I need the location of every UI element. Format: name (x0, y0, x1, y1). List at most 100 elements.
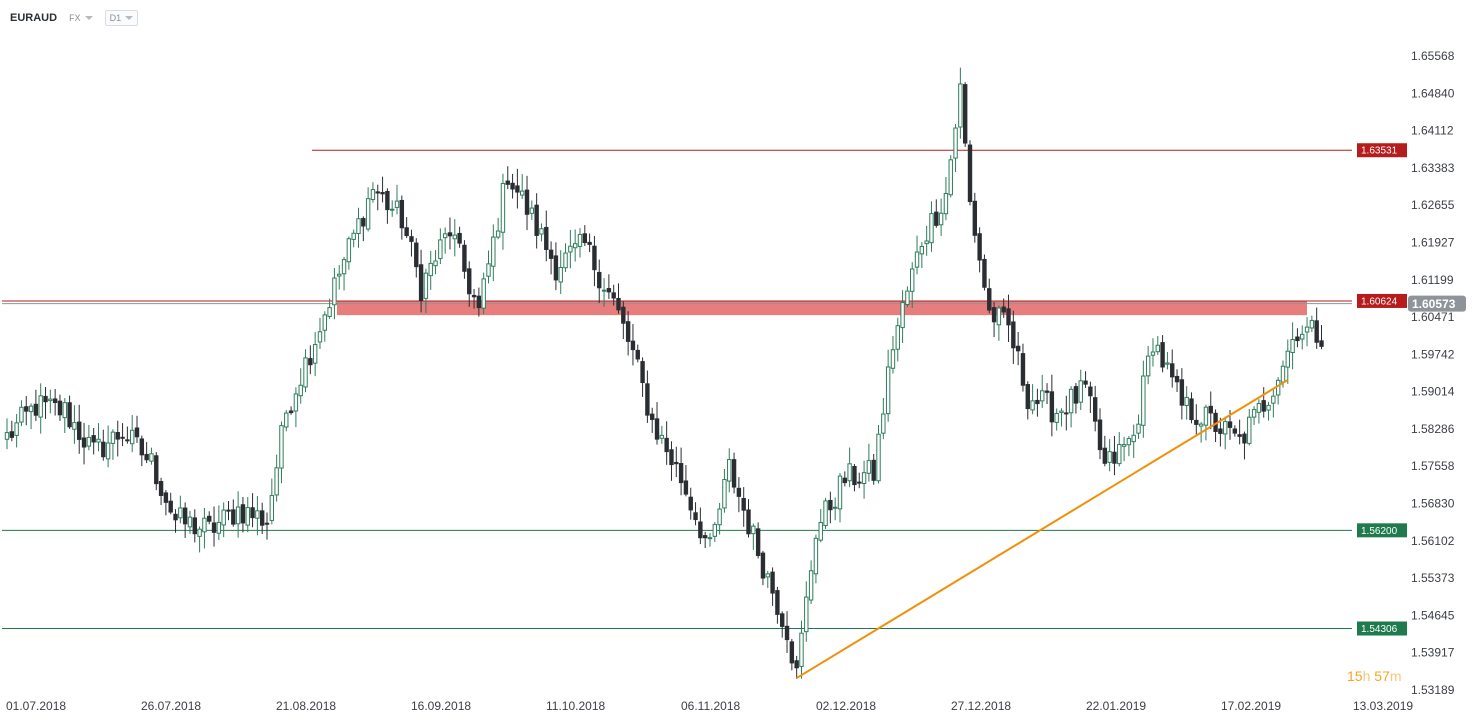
candle (1011, 310, 1016, 364)
candle (433, 250, 438, 275)
candle (375, 184, 380, 211)
candle (852, 464, 857, 492)
candle (977, 227, 982, 273)
level-price-tag: 1.56200 (1357, 523, 1407, 538)
candle (1222, 416, 1228, 450)
time-tick-label: 11.10.2018 (546, 699, 605, 713)
candle (837, 472, 843, 523)
candle (1015, 332, 1021, 366)
price-tick-label: 1.65568 (1411, 49, 1455, 63)
candle (558, 250, 563, 294)
level-price-tag-text: 1.56200 (1361, 526, 1398, 537)
candle (38, 383, 43, 434)
candle (789, 639, 795, 671)
price-tick-label: 1.55373 (1411, 571, 1455, 585)
candle (861, 460, 867, 499)
timeframe-dropdown[interactable]: D1 (104, 10, 139, 26)
candle (1054, 408, 1059, 431)
candle (48, 389, 53, 414)
candle (780, 611, 785, 638)
candle (308, 345, 313, 375)
candle (895, 317, 900, 362)
candle (1266, 402, 1271, 421)
candle (28, 403, 34, 430)
candle (755, 522, 761, 559)
current-price-tag-text: 1.60573 (1412, 297, 1456, 311)
candle (462, 240, 467, 279)
candle (418, 249, 424, 313)
candle (86, 424, 92, 451)
candle (264, 512, 270, 540)
candle (226, 501, 231, 521)
candle (741, 487, 746, 527)
candle (616, 283, 621, 314)
candle (693, 502, 698, 526)
candle (1184, 386, 1189, 420)
candle (101, 429, 106, 461)
candle (77, 404, 82, 454)
price-tick-label: 1.59014 (1411, 385, 1455, 399)
candle (568, 229, 573, 269)
price-tick-label: 1.58286 (1411, 422, 1455, 436)
price-tick-label: 1.53917 (1411, 646, 1455, 660)
candle (1179, 368, 1185, 420)
candle (4, 418, 10, 450)
candle (804, 581, 809, 642)
candle (702, 531, 708, 548)
candle (500, 173, 506, 250)
symbol-label: EURAUD (10, 12, 58, 24)
countdown-minutes: 57 (1374, 668, 1390, 684)
candle (982, 254, 987, 291)
candle (678, 447, 684, 496)
candle (645, 370, 650, 423)
price-tick-label: 1.62655 (1411, 198, 1455, 212)
candle (293, 387, 299, 428)
market-dropdown[interactable]: FX (65, 11, 97, 25)
time-tick-label: 21.08.2018 (276, 699, 336, 713)
candle (471, 289, 477, 309)
price-tick-label: 1.56102 (1411, 534, 1455, 548)
candle (438, 228, 443, 265)
candle (717, 502, 722, 535)
candle (81, 422, 87, 465)
candle (929, 201, 934, 252)
candle (842, 471, 848, 487)
candle (192, 509, 197, 543)
candle (1319, 325, 1324, 350)
candle (380, 176, 385, 203)
candle (577, 228, 583, 258)
candle (125, 426, 130, 444)
time-tick-label: 27.12.2018 (951, 699, 1011, 713)
candle (1073, 383, 1079, 414)
candle (958, 67, 963, 139)
candle (149, 447, 154, 465)
candle (1256, 399, 1262, 424)
candle (751, 523, 756, 550)
time-tick-label: 16.09.2018 (411, 699, 471, 713)
candle (1295, 328, 1300, 348)
candle (1102, 435, 1108, 467)
candle (322, 311, 327, 342)
candle (1290, 322, 1295, 370)
candle (1165, 352, 1170, 370)
candle (1001, 298, 1006, 318)
candle (669, 441, 674, 481)
candle (987, 278, 992, 314)
candle (727, 448, 732, 493)
candle (1025, 381, 1030, 420)
candle (876, 424, 881, 484)
candle (491, 224, 496, 282)
candle (621, 301, 626, 340)
candle (158, 477, 164, 506)
candle (885, 349, 891, 422)
candle (688, 487, 693, 520)
candle (1218, 417, 1223, 447)
candle (168, 492, 173, 515)
time-tick-label: 22.01.2019 (1086, 699, 1146, 713)
candle (914, 235, 920, 275)
candle (674, 446, 679, 478)
candle (235, 491, 241, 538)
candle (476, 287, 482, 317)
time-tick-label: 13.03.2019 (1353, 699, 1413, 713)
